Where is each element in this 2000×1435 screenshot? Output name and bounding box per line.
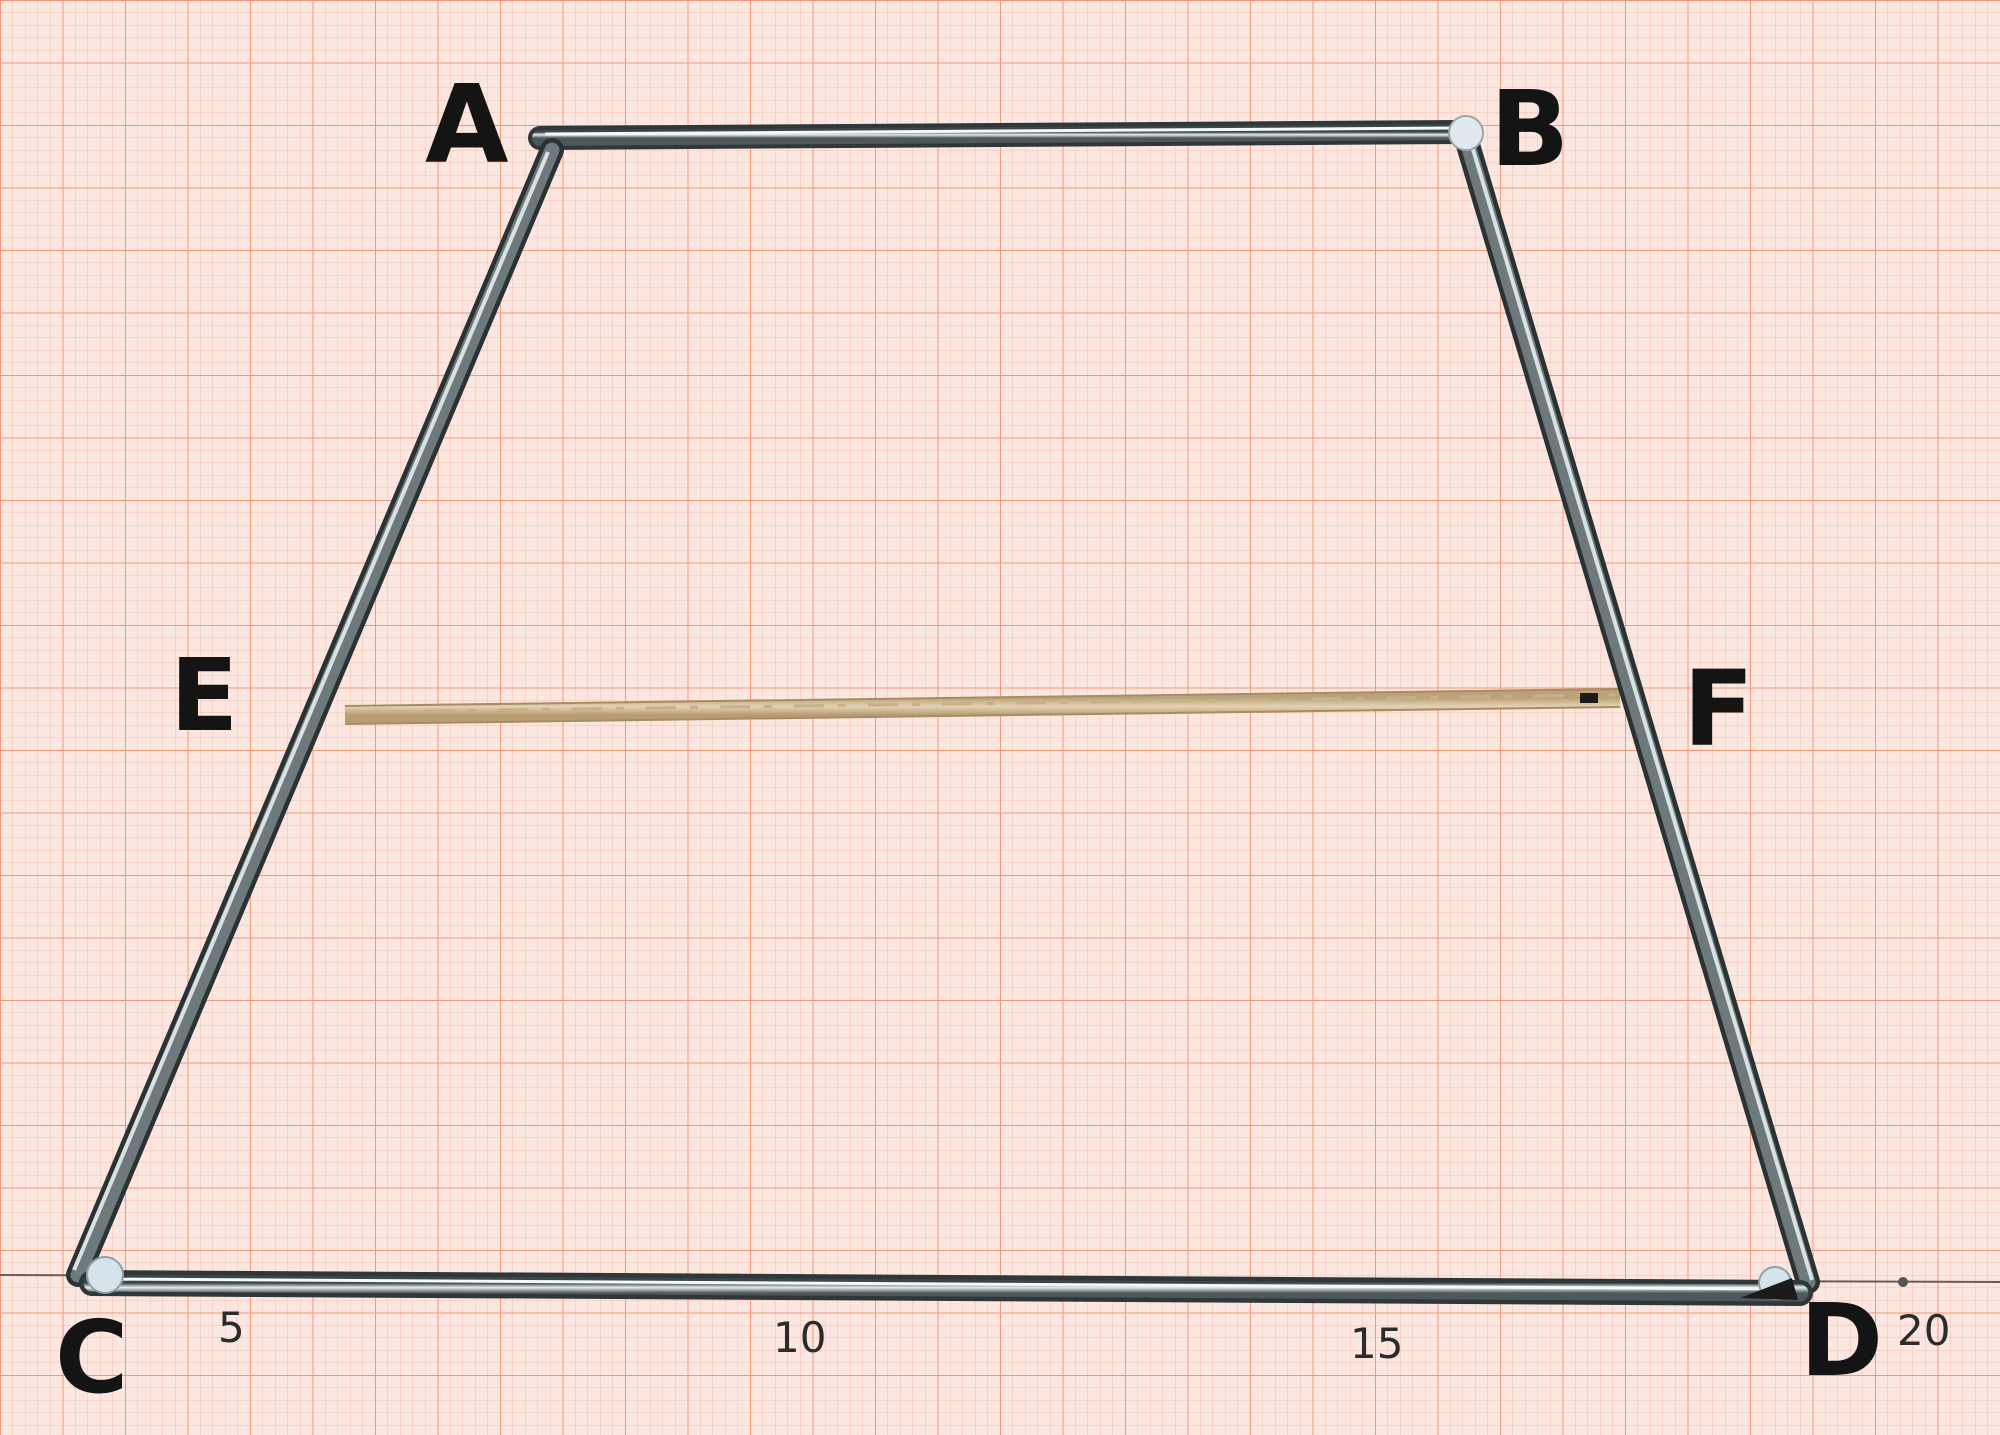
axis-dot (1898, 1277, 1908, 1287)
label-f: F (1683, 648, 1754, 770)
scale-mark-10: 10 (773, 1313, 826, 1362)
label-b: B (1490, 68, 1569, 190)
rod-bd (1453, 123, 1820, 1294)
rod-cd (79, 1270, 1813, 1306)
wood-stick-ef (344, 688, 1621, 725)
metal-rod-frame (66, 115, 1820, 1306)
scale-mark-20: 20 (1897, 1306, 1950, 1355)
label-e: E (170, 637, 238, 754)
joint-d-clip (1740, 1278, 1798, 1300)
scale-mark-15: 15 (1350, 1319, 1403, 1368)
scale-mark-5: 5 (218, 1303, 245, 1352)
rod-ac (66, 138, 564, 1287)
label-d: D (1800, 1282, 1883, 1399)
rod-ab (528, 120, 1474, 150)
joint-c (86, 1256, 124, 1294)
label-a: A (425, 63, 509, 188)
label-c: C (55, 1299, 128, 1416)
joint-b (1448, 115, 1484, 151)
